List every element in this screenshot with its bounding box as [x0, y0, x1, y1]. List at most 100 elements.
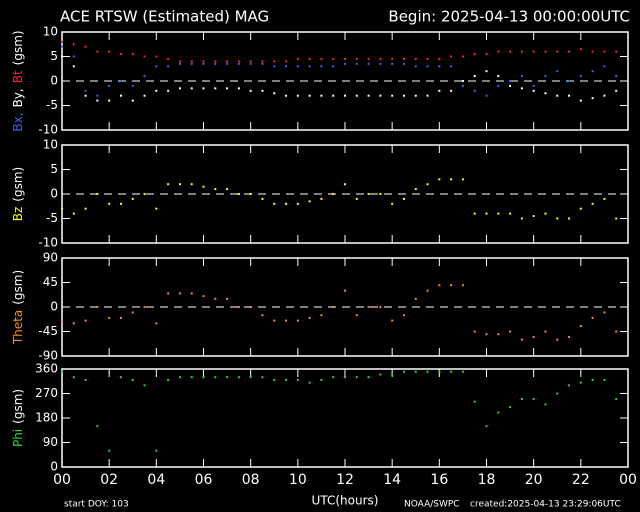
data-point [603, 65, 606, 68]
data-point [84, 45, 87, 48]
data-point [391, 319, 394, 322]
data-point [402, 197, 405, 200]
data-point [473, 400, 476, 403]
data-point [520, 87, 523, 90]
y-tick-label: -5 [46, 98, 58, 112]
data-point [226, 376, 229, 379]
data-point [249, 306, 252, 308]
data-point [308, 65, 311, 68]
data-point [556, 70, 559, 73]
data-point [261, 89, 264, 92]
data-point [402, 94, 405, 97]
data-point [84, 378, 87, 381]
data-point [273, 378, 276, 381]
y-tick-label: 0 [50, 300, 58, 314]
data-point [84, 207, 87, 210]
data-point [226, 60, 229, 63]
data-point [214, 297, 217, 300]
data-point [603, 311, 606, 314]
data-point [544, 92, 547, 95]
data-point [603, 50, 606, 53]
data-point [249, 60, 252, 63]
data-point [544, 75, 547, 78]
data-point [96, 99, 99, 102]
y-label-part: (gsm) [11, 270, 25, 305]
y-tick-label: 0 [50, 460, 58, 474]
data-point [296, 65, 299, 68]
data-point [308, 200, 311, 203]
x-tick-label: 12 [336, 472, 354, 488]
data-point [285, 378, 288, 381]
data-point [155, 207, 158, 210]
data-point [108, 50, 111, 53]
data-point [202, 62, 205, 65]
data-point [603, 197, 606, 200]
data-point [461, 84, 464, 87]
data-point [178, 376, 181, 379]
data-point [190, 62, 193, 65]
data-point [237, 306, 240, 308]
data-point [532, 89, 535, 92]
data-point [249, 62, 252, 65]
data-point [485, 212, 488, 215]
y-label-part: (gsm) [11, 167, 25, 202]
data-point [226, 188, 229, 191]
data-point [579, 381, 582, 384]
data-point [285, 319, 288, 322]
data-point [556, 50, 559, 53]
data-point [438, 370, 441, 373]
created: created:2025-04-13 23:29:06UTC [470, 500, 621, 510]
y-label-part: Bt [11, 70, 25, 83]
y-tick-label: 0 [50, 74, 58, 88]
data-point [355, 62, 358, 65]
data-point [249, 89, 252, 92]
data-point [178, 183, 181, 186]
data-point [202, 87, 205, 90]
data-point [391, 94, 394, 97]
data-point [544, 403, 547, 406]
y-tick-label: 45 [43, 275, 58, 289]
y-label-part: Bx, [11, 112, 25, 131]
data-point [61, 55, 63, 58]
data-point [320, 197, 323, 200]
data-point [332, 306, 335, 308]
y-label-part: (gsm) [11, 389, 25, 424]
x-tick-label: 08 [242, 472, 260, 488]
data-point [296, 57, 299, 60]
data-point [438, 178, 441, 181]
data-point [355, 94, 358, 97]
data-point [344, 376, 346, 379]
data-point [367, 306, 370, 308]
data-point [72, 322, 75, 325]
data-point [568, 335, 571, 338]
data-point [119, 376, 122, 379]
data-point [615, 397, 618, 400]
data-point [355, 314, 358, 317]
data-point [473, 53, 476, 56]
data-point [591, 316, 594, 319]
y-tick-label: -90 [38, 349, 58, 363]
data-point [143, 75, 146, 78]
data-point [497, 84, 500, 87]
data-point [296, 378, 299, 381]
data-point [344, 183, 346, 186]
y-label-part: Phi [11, 429, 25, 447]
y-tick-label: 0 [50, 187, 58, 201]
data-point [414, 57, 417, 60]
data-point [84, 94, 87, 97]
data-point [96, 50, 99, 53]
data-point [131, 311, 134, 314]
data-point [308, 316, 311, 319]
data-point [167, 57, 170, 60]
data-point [190, 183, 193, 186]
data-point [532, 50, 535, 53]
data-point [167, 292, 170, 295]
x-tick-label: 00 [619, 472, 637, 488]
data-point [285, 94, 288, 97]
data-point [96, 425, 99, 428]
data-point [450, 178, 453, 181]
data-point [591, 202, 594, 205]
data-point [367, 376, 370, 379]
data-point [485, 53, 488, 56]
data-point [426, 57, 429, 60]
